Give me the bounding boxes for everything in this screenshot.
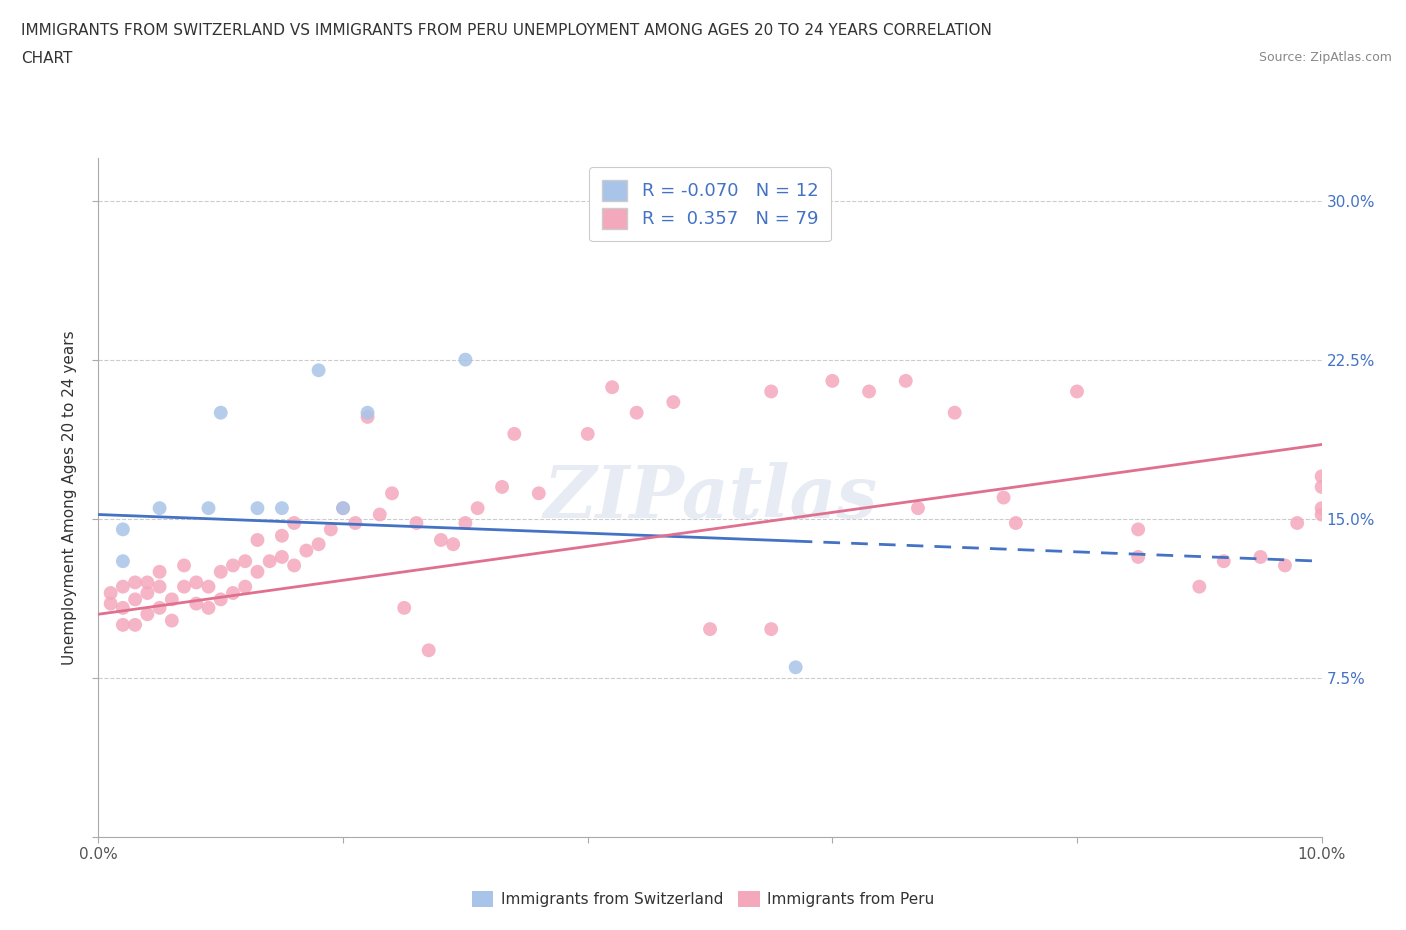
- Point: [149, 500, 172, 515]
- Text: IMMIGRANTS FROM SWITZERLAND VS IMMIGRANTS FROM PERU UNEMPLOYMENT AMONG AGES 20 T: IMMIGRANTS FROM SWITZERLAND VS IMMIGRANT…: [21, 23, 993, 38]
- Point: [136, 586, 159, 601]
- Point: [160, 613, 183, 628]
- Point: [1249, 550, 1271, 565]
- Point: [441, 537, 464, 551]
- Point: [759, 384, 782, 399]
- Point: [197, 500, 219, 515]
- Point: [993, 490, 1015, 505]
- Point: [246, 565, 269, 579]
- Legend: Immigrants from Switzerland, Immigrants from Peru: Immigrants from Switzerland, Immigrants …: [465, 884, 941, 913]
- Point: [1310, 500, 1333, 515]
- Point: [626, 405, 648, 420]
- Point: [576, 427, 599, 442]
- Point: [759, 621, 782, 636]
- Point: [503, 427, 526, 442]
- Point: [943, 405, 966, 420]
- Point: [1128, 550, 1150, 565]
- Point: [270, 550, 292, 565]
- Point: [418, 643, 440, 658]
- Point: [124, 592, 146, 607]
- Point: [246, 533, 269, 548]
- Point: [907, 500, 929, 515]
- Point: [319, 522, 342, 537]
- Point: [527, 485, 550, 500]
- Point: [100, 596, 122, 611]
- Point: [283, 515, 305, 530]
- Point: [186, 575, 208, 590]
- Point: [233, 579, 256, 594]
- Point: [392, 601, 416, 616]
- Point: [233, 553, 256, 568]
- Point: [246, 500, 269, 515]
- Y-axis label: Unemployment Among Ages 20 to 24 years: Unemployment Among Ages 20 to 24 years: [62, 330, 77, 665]
- Point: [405, 515, 427, 530]
- Point: [111, 618, 134, 632]
- Point: [662, 394, 685, 409]
- Point: [785, 660, 807, 675]
- Point: [209, 592, 232, 607]
- Point: [1274, 558, 1296, 573]
- Legend: R = -0.070   N = 12, R =  0.357   N = 79: R = -0.070 N = 12, R = 0.357 N = 79: [589, 167, 831, 242]
- Point: [100, 586, 122, 601]
- Point: [197, 601, 219, 616]
- Point: [332, 500, 354, 515]
- Point: [160, 592, 183, 607]
- Point: [136, 575, 159, 590]
- Point: [270, 500, 292, 515]
- Point: [124, 575, 146, 590]
- Point: [283, 558, 305, 573]
- Point: [308, 363, 330, 378]
- Point: [149, 579, 172, 594]
- Point: [821, 374, 844, 389]
- Point: [149, 565, 172, 579]
- Point: [173, 558, 195, 573]
- Point: [209, 565, 232, 579]
- Point: [124, 618, 146, 632]
- Point: [111, 601, 134, 616]
- Point: [1286, 515, 1309, 530]
- Point: [270, 528, 292, 543]
- Text: CHART: CHART: [21, 51, 73, 66]
- Point: [1212, 553, 1234, 568]
- Text: Source: ZipAtlas.com: Source: ZipAtlas.com: [1258, 51, 1392, 64]
- Point: [111, 522, 134, 537]
- Point: [222, 586, 245, 601]
- Point: [197, 579, 219, 594]
- Point: [600, 379, 623, 394]
- Point: [209, 405, 232, 420]
- Point: [1066, 384, 1088, 399]
- Point: [1310, 480, 1333, 495]
- Point: [1188, 579, 1211, 594]
- Point: [454, 515, 477, 530]
- Point: [1128, 522, 1150, 537]
- Point: [356, 409, 378, 424]
- Point: [186, 596, 208, 611]
- Point: [467, 500, 489, 515]
- Point: [111, 579, 134, 594]
- Point: [136, 606, 159, 621]
- Point: [1004, 515, 1026, 530]
- Point: [259, 553, 281, 568]
- Point: [222, 558, 245, 573]
- Point: [454, 352, 477, 367]
- Point: [894, 374, 917, 389]
- Point: [111, 553, 134, 568]
- Point: [356, 405, 378, 420]
- Point: [381, 485, 404, 500]
- Point: [1310, 507, 1333, 522]
- Point: [1310, 469, 1333, 484]
- Point: [308, 537, 330, 551]
- Point: [858, 384, 880, 399]
- Point: [344, 515, 367, 530]
- Point: [491, 480, 513, 495]
- Point: [295, 543, 318, 558]
- Point: [173, 579, 195, 594]
- Text: ZIPatlas: ZIPatlas: [543, 462, 877, 533]
- Point: [368, 507, 391, 522]
- Point: [149, 601, 172, 616]
- Point: [332, 500, 354, 515]
- Point: [430, 533, 453, 548]
- Point: [699, 621, 721, 636]
